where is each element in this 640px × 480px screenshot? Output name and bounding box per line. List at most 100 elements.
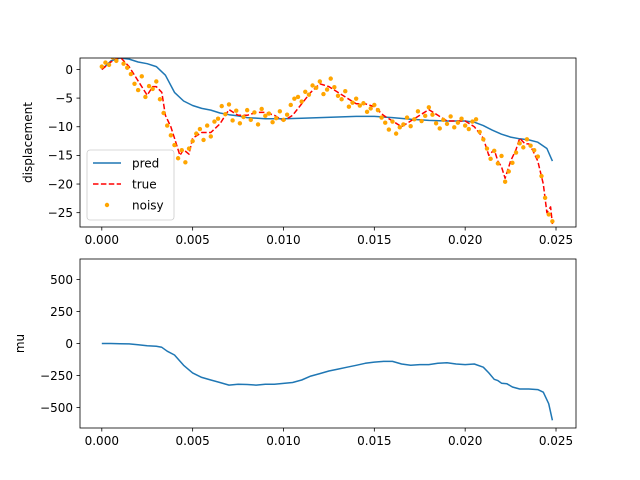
y-axis-label: displacement — [21, 102, 35, 183]
y-tick-label: −5 — [55, 91, 73, 105]
data-point — [357, 103, 362, 108]
data-point — [295, 94, 301, 100]
data-point — [161, 110, 166, 116]
data-point — [215, 116, 221, 121]
x-tick-label: 0.010 — [266, 434, 300, 448]
data-point — [244, 107, 250, 113]
data-point — [390, 119, 395, 124]
data-point — [139, 74, 144, 79]
data-point — [408, 123, 413, 129]
data-point — [528, 143, 533, 148]
data-point — [230, 118, 235, 123]
data-point — [473, 117, 479, 122]
data-point — [201, 137, 206, 143]
data-point — [346, 104, 352, 109]
x-tick-label: 0.015 — [357, 233, 391, 247]
data-point — [241, 114, 246, 120]
x-tick-label: 0.020 — [448, 233, 482, 247]
data-point — [332, 85, 337, 90]
data-point — [339, 97, 344, 102]
data-point — [488, 156, 493, 162]
data-point — [539, 173, 544, 179]
data-point — [263, 113, 268, 119]
y-tick-label: 250 — [50, 305, 73, 319]
data-point — [419, 118, 424, 124]
data-point — [259, 106, 264, 112]
data-point — [321, 91, 326, 97]
y-axis-label: mu — [13, 334, 27, 353]
data-point — [248, 117, 253, 123]
data-point — [172, 142, 177, 148]
y-tick-label: −15 — [48, 149, 73, 163]
data-point — [452, 125, 457, 130]
data-point — [462, 123, 468, 128]
data-point — [470, 119, 475, 124]
data-point — [372, 102, 377, 108]
displacement-panel: 0.000 0.005 0.010 0.015 0.020 0.025 0 −5 −10 −15 −… — [21, 57, 577, 247]
legend-label: noisy — [132, 199, 164, 213]
data-point — [495, 161, 501, 166]
data-point — [513, 150, 519, 155]
data-point — [404, 115, 410, 120]
data-point — [517, 141, 522, 146]
data-point — [393, 131, 399, 136]
data-point — [204, 123, 210, 128]
data-point — [437, 126, 442, 131]
data-point — [186, 146, 192, 151]
data-point — [506, 169, 511, 174]
data-point — [383, 120, 388, 125]
data-point — [397, 125, 402, 130]
data-point — [255, 122, 261, 127]
data-point — [379, 115, 384, 120]
data-point — [208, 134, 214, 139]
data-point — [368, 106, 373, 111]
data-point — [375, 107, 381, 113]
data-point — [353, 96, 359, 101]
y-tick-label: −500 — [40, 401, 73, 415]
data-point — [430, 112, 435, 117]
y-tick-label: 0 — [65, 337, 73, 351]
legend-label: pred — [132, 157, 159, 171]
y-tick-label: 0 — [65, 63, 73, 77]
legend-frame — [86, 149, 175, 221]
data-point — [168, 133, 174, 138]
x-tick-label: 0.000 — [85, 233, 119, 247]
series-line-pred — [101, 58, 554, 162]
data-point — [546, 212, 551, 217]
legend-marker — [104, 202, 110, 208]
data-point — [223, 111, 228, 117]
data-point — [135, 87, 141, 93]
data-point — [146, 83, 152, 89]
data-point — [197, 126, 203, 132]
data-point — [364, 109, 370, 115]
y-tick-label: −25 — [48, 206, 73, 220]
axes-frame — [79, 57, 577, 228]
data-point — [150, 86, 155, 92]
plot-area — [101, 342, 554, 421]
x-tick-label: 0.015 — [357, 434, 391, 448]
data-point — [433, 121, 439, 126]
data-point — [143, 94, 148, 100]
data-point — [386, 127, 392, 132]
data-point — [499, 153, 504, 159]
data-point — [532, 148, 537, 153]
data-point — [121, 61, 126, 66]
y-tick-label: −250 — [40, 369, 73, 383]
data-point — [226, 102, 232, 107]
data-point — [212, 119, 217, 124]
data-point — [324, 87, 330, 92]
data-point — [343, 89, 348, 94]
data-point — [521, 145, 526, 150]
data-point — [415, 109, 421, 114]
data-point — [165, 123, 170, 128]
data-point — [252, 110, 257, 115]
data-point — [448, 114, 453, 119]
series-noisy-points — [99, 58, 555, 224]
data-point — [183, 160, 188, 165]
data-point — [466, 126, 472, 132]
data-point — [179, 148, 184, 153]
data-point — [234, 108, 239, 113]
data-point — [274, 115, 279, 121]
legend: pred true noisy — [86, 149, 175, 221]
